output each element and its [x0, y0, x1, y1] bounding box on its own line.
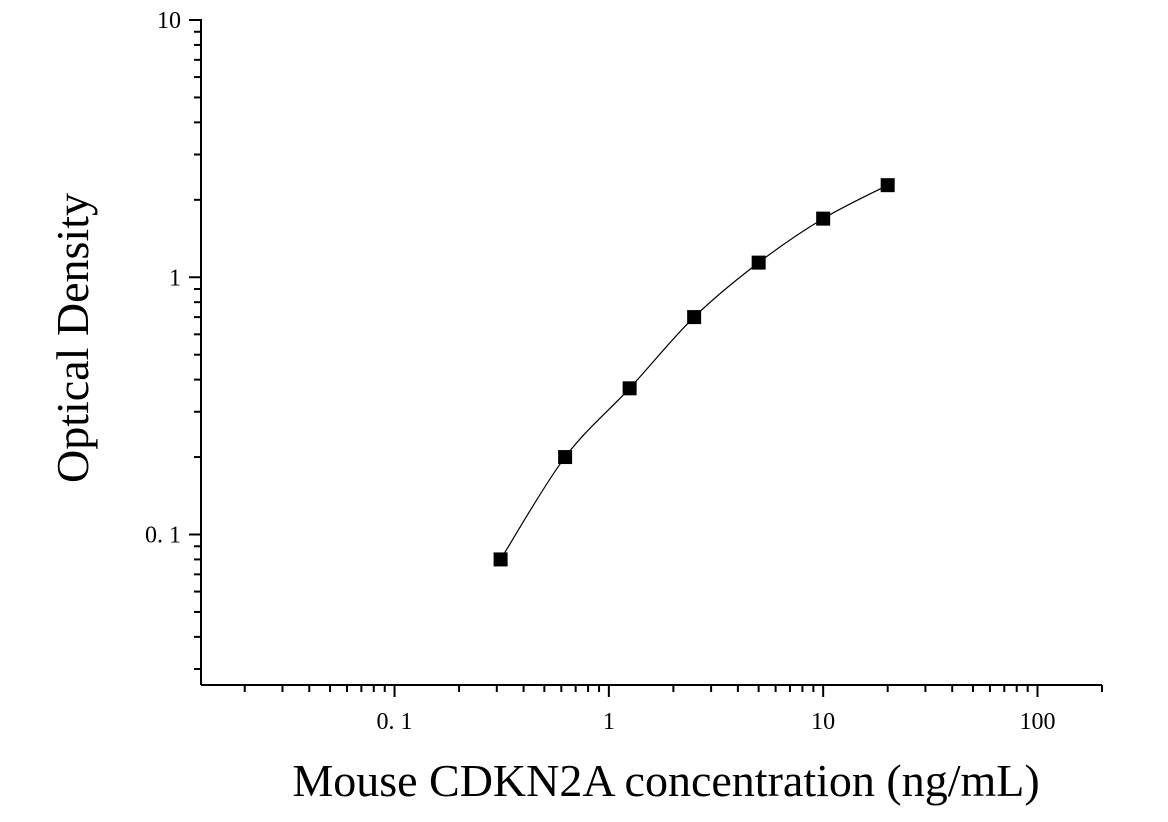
x-tick-label: 10 — [811, 709, 835, 735]
fit-curve — [500, 184, 888, 560]
data-point — [558, 450, 573, 465]
data-point — [687, 310, 702, 325]
x-tick-label: 100 — [1019, 709, 1055, 735]
y-tick-label: 1 — [169, 265, 181, 291]
y-tick-label: 0. 1 — [145, 523, 181, 549]
y-tick-label: 10 — [157, 8, 181, 34]
y-axis-title: Optical Density — [47, 193, 98, 483]
ticks: 0. 1 1 10 100 0. 1 1 10 — [145, 8, 1103, 735]
data-point — [816, 211, 831, 226]
x-axis-title: Mouse CDKN2A concentration (ng/mL) — [292, 755, 1039, 806]
data-point — [880, 178, 895, 193]
data-point — [622, 381, 637, 396]
axes — [200, 19, 1102, 686]
data-points — [493, 178, 895, 567]
data-point — [751, 255, 766, 270]
x-tick-label: 1 — [603, 709, 615, 735]
data-point — [493, 552, 508, 567]
fit-curve-layer — [500, 184, 888, 560]
x-tick-label: 0. 1 — [377, 709, 413, 735]
